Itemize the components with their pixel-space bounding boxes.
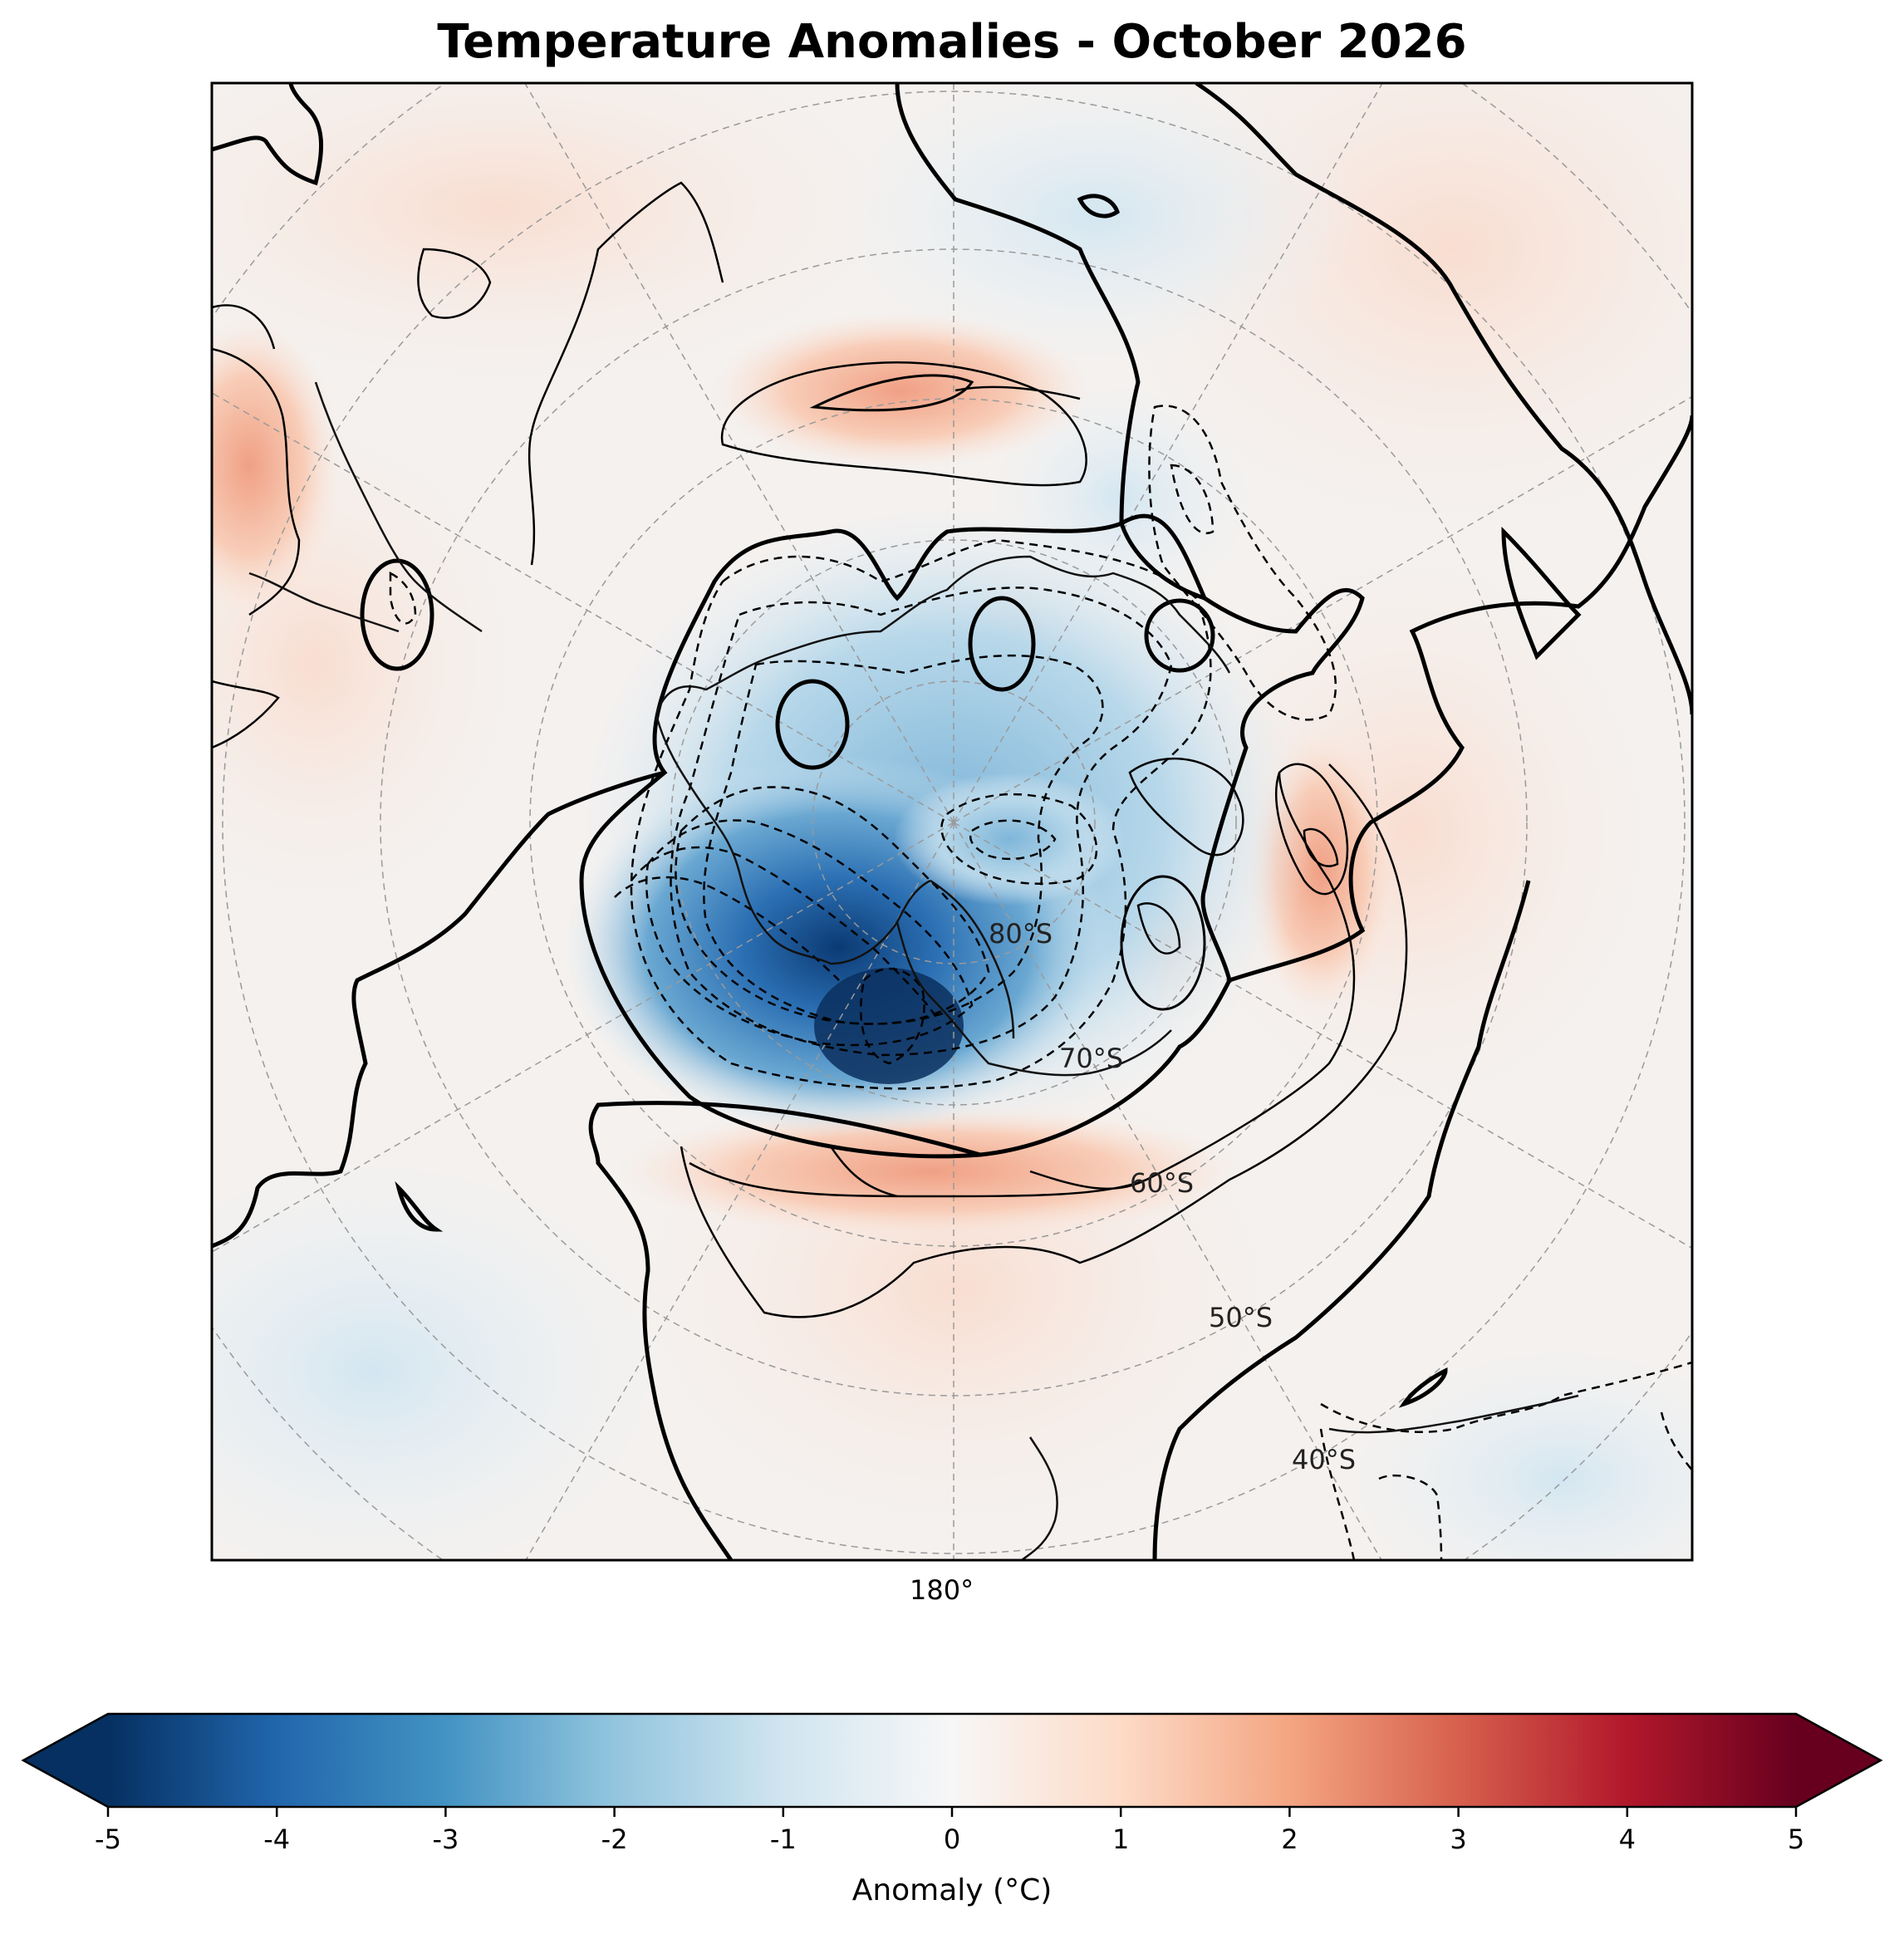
latitude-labels: 80°S 70°S 60°S 50°S 40°S (989, 918, 1356, 1475)
colorbar-tick-label: 3 (1450, 1824, 1466, 1855)
colorbar-tick-label: -1 (770, 1824, 797, 1855)
lat-label-50: 50°S (1209, 1302, 1273, 1333)
lat-label-40: 40°S (1292, 1444, 1356, 1475)
lat-label-60: 60°S (1130, 1167, 1194, 1199)
longitude-label: 180° (910, 1574, 974, 1606)
colorbar-ticks: -5 -4 -3 -2 -1 0 1 2 3 4 5 (95, 1807, 1804, 1855)
colorbar: -5 -4 -3 -2 -1 0 1 2 3 4 5 (21, 1712, 1883, 1855)
colorbar-tick-label: -3 (432, 1824, 459, 1855)
map-title: Temperature Anomalies - October 2026 (437, 15, 1467, 69)
colorbar-tick-label: 1 (1112, 1824, 1129, 1855)
contours (212, 83, 1692, 1560)
colorbar-tick-label: -2 (601, 1824, 628, 1855)
colorbar-label: Anomaly (°C) (851, 1873, 1053, 1907)
colorbar-tick-label: 0 (944, 1824, 960, 1855)
lat-label-70: 70°S (1059, 1043, 1123, 1074)
lat-label-80: 80°S (989, 918, 1053, 950)
colorbar-tick-label: 4 (1619, 1824, 1636, 1855)
anomaly-field (212, 83, 1692, 1560)
colorbar-min-extend (23, 1714, 108, 1807)
colorbar-tick-label: -4 (263, 1824, 290, 1855)
colorbar-max-extend (1796, 1714, 1881, 1807)
colorbar-tick-label: 2 (1281, 1824, 1298, 1855)
colorbar-tick-label: -5 (95, 1824, 121, 1855)
map-frame (210, 81, 1694, 1562)
colorbar-tick-label: 5 (1788, 1824, 1804, 1855)
